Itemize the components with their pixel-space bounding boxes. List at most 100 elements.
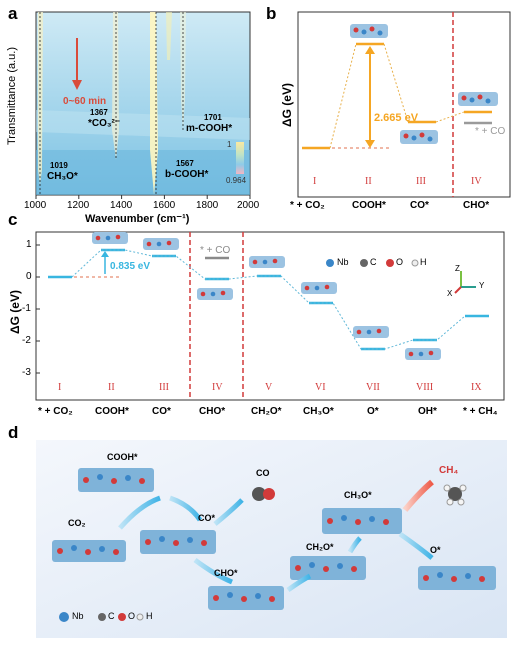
d-slab-o [418,566,496,590]
c-co-label: * + CO [200,245,231,256]
c-roman-IX: IX [471,382,482,393]
c-xcat-3: CO* [152,406,171,417]
d-arrow-5 [286,573,312,593]
c-roman-II: II [108,382,115,393]
a-xtick-1800: 1800 [196,200,219,211]
c-roman-IV: IV [212,382,223,393]
d-legend-nb-dot [59,612,69,622]
d-legend-c-dot [98,613,106,621]
d-slab-ch2o [290,556,366,580]
d-legend-o: O [128,611,136,621]
c-ytick-m3: -3 [22,367,31,378]
d-legend-o-dot [118,613,126,621]
d-arrow-1 [118,495,161,530]
c-xcat-9: * + CH₄ [463,406,498,417]
b-roman-IV: IV [471,176,482,187]
d-slab-co [140,530,216,554]
colorbar-min: 0.964 [226,176,247,185]
c-xcat-6: CH₃O* [303,406,334,417]
peak-1567-species: b-COOH* [165,169,209,180]
panel-b-energy-profile [297,11,511,198]
peak-1019-species: CH₃O* [47,171,78,182]
d-arrow-o [398,531,434,560]
panel-c-label: c [8,210,18,229]
d-slab-cho [208,586,284,610]
c-energy-label: 0.835 eV [110,261,151,272]
c-xcat-5: CH₂O* [251,406,282,417]
c-ytick-1: 1 [26,239,32,250]
b-structure-II [350,24,388,38]
b-structure-IV [458,92,498,106]
d-species-co-ads: CO* [198,513,216,523]
c-legend-nb: Nb [337,257,349,267]
dip-1019 [38,12,43,185]
c-structure-II [92,232,128,244]
c-legend-c: C [370,257,377,267]
c-axis-y: Y [479,281,485,290]
d-arrow-4 [193,557,233,585]
c-legend-o: O [396,257,404,267]
d-co-carbon [252,487,266,501]
panel-b-label: b [266,4,277,23]
c-xcat-1: * + CO₂ [38,406,73,417]
d-co-oxygen [263,488,275,500]
d-ch4-carbon [448,487,462,501]
b-structure-III [400,130,438,144]
peak-1367-number: 1367 [90,108,108,117]
c-structure-VII [353,326,389,338]
c-roman-V: V [265,382,273,393]
d-arrow-2 [169,495,203,522]
c-axis-z: Z [455,264,460,273]
c-legend-nb-dot [326,259,334,267]
c-ytick-m1: -1 [22,303,31,314]
d-arrow-6 [347,536,362,554]
c-axis-x: X [447,289,453,298]
d-species-ch4: CH₄ [439,465,459,476]
c-structure-III [143,238,179,250]
panel-a-label: a [8,4,18,23]
a-xtick-1600: 1600 [153,200,176,211]
c-legend-o-dot [386,259,394,267]
c-structure-VI [301,282,337,294]
d-arrow-3 [213,498,244,526]
c-legend-c-dot [360,259,368,267]
c-xcat-8: OH* [418,406,437,417]
d-arrow-ch4 [402,479,434,512]
a-xtick-1000: 1000 [24,200,47,211]
c-roman-VI: VI [315,382,326,393]
a-xtick-2000: 2000 [237,200,260,211]
d-species-co2: CO₂ [68,518,86,528]
d-legend-h: H [146,611,153,621]
c-ytick-0: 0 [26,271,32,282]
c-roman-III: III [159,382,169,393]
d-species-cooh: COOH* [107,452,138,462]
c-legend-h-dot [411,259,419,267]
b-xcat-2: COOH* [352,200,386,211]
colorbar [236,142,244,174]
c-xcat-2: COOH* [95,406,129,417]
peak-1567-number: 1567 [176,159,194,168]
d-slab-ch3o [322,508,402,534]
d-legend-nb: Nb [72,611,84,621]
dip-1367 [112,12,119,160]
d-slab-cooh [78,468,154,492]
c-roman-VII: VII [366,382,380,393]
panel-d-label: d [8,423,19,442]
dip-1701 [180,12,186,130]
c-xcat-7: O* [367,406,379,417]
b-xcat-4: CHO* [463,200,490,211]
d-species-o: O* [430,545,441,555]
d-legend-h-dot [136,613,144,621]
d-species-ch2o: CH₂O* [306,542,334,552]
b-roman-III: III [416,176,426,187]
b-co-label: * + CO [475,126,506,137]
peak-1701-species: m-COOH* [186,123,233,134]
d-legend-c: C [108,611,115,621]
c-structure-V [249,256,285,268]
a-xtick-1200: 1200 [67,200,90,211]
d-species-cho: CHO* [214,568,238,578]
b-roman-I: I [313,176,317,187]
c-structure-IV [197,288,233,300]
d-species-co-gas: CO [256,468,270,478]
